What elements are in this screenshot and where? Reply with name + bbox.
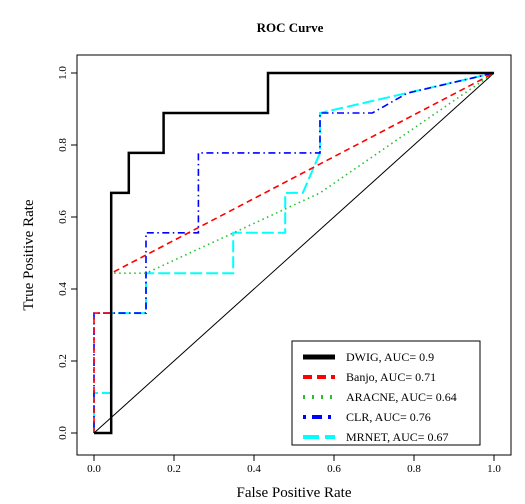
x-tick-label: 0.6	[327, 463, 341, 475]
y-tick-label: 0.2	[57, 354, 69, 368]
legend-label: CLR, AUC= 0.76	[346, 410, 431, 424]
y-axis-label: True Positive Rate	[21, 199, 37, 310]
y-tick-label: 0.0	[57, 426, 69, 440]
x-tick-label: 0.0	[87, 463, 101, 475]
x-tick-label: 0.8	[407, 463, 421, 475]
series-line-dwig	[94, 71, 494, 435]
reference-diagonal	[93, 72, 495, 434]
x-axis: 0.0 0.2 0.4 0.6 0.8 1.0	[87, 455, 501, 475]
chart-title: ROC Curve	[257, 20, 324, 35]
legend-label: ARACNE, AUC= 0.64	[346, 390, 457, 404]
series-line-clr	[93, 72, 495, 433]
legend: DWIG, AUC= 0.9 Banjo, AUC= 0.71 ARACNE, AU…	[291, 340, 481, 446]
x-axis-label: False Positive Rate	[237, 485, 352, 501]
legend-label: MRNET, AUC= 0.67	[346, 430, 449, 444]
y-tick-label: 0.4	[57, 282, 69, 296]
y-tick-label: 0.8	[57, 138, 69, 152]
y-axis: 0.0 0.2 0.4 0.6 0.8 1.0	[57, 66, 77, 440]
y-tick-label: 0.6	[57, 210, 69, 224]
legend-label: Banjo, AUC= 0.71	[346, 370, 436, 384]
x-tick-label: 0.2	[167, 463, 181, 475]
legend-label: DWIG, AUC= 0.9	[346, 350, 434, 364]
plot-frame	[76, 54, 512, 456]
x-tick-label: 0.4	[247, 463, 261, 475]
x-tick-label: 1.0	[487, 463, 501, 475]
series-lines	[93, 71, 495, 435]
y-tick-label: 1.0	[57, 66, 69, 80]
